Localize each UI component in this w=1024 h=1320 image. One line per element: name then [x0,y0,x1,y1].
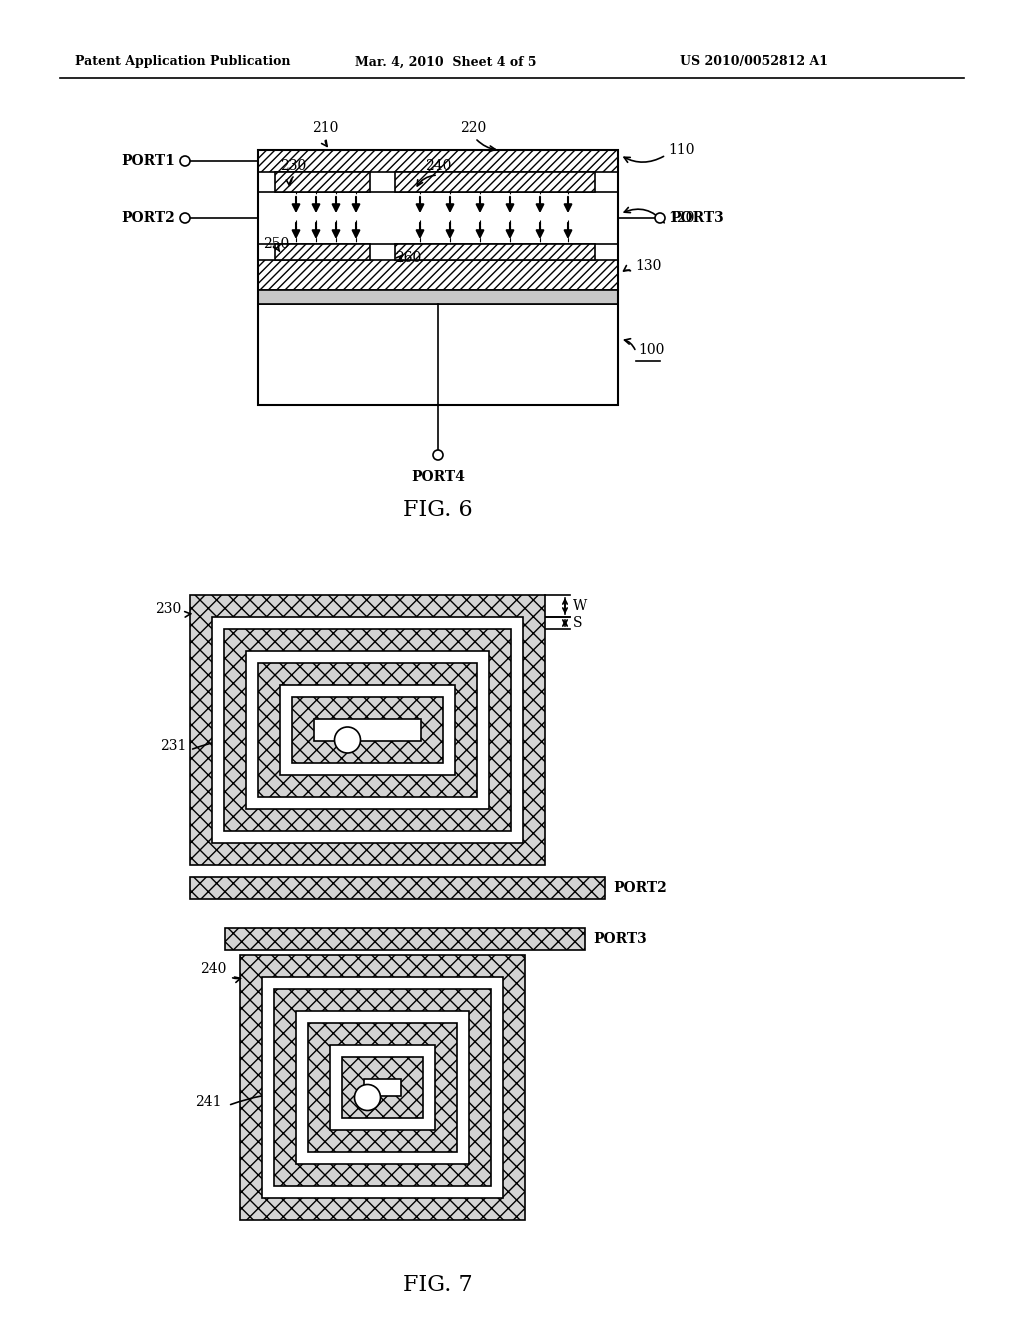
Text: 130: 130 [635,259,662,273]
Text: 110: 110 [668,143,694,157]
Bar [190,595,545,865]
Bar [240,954,525,1220]
Bar [292,697,443,763]
Bar [262,977,503,1199]
Bar [342,1057,423,1118]
Text: 240: 240 [425,158,452,173]
Bar [246,651,489,809]
Text: PORT4: PORT4 [411,470,465,484]
Bar [296,1011,469,1164]
Bar [258,191,618,244]
Text: PORT3: PORT3 [593,932,647,946]
Bar [258,663,477,797]
Text: 230: 230 [280,158,306,173]
Bar [258,290,618,304]
Bar [330,1045,435,1130]
Text: 250: 250 [263,238,289,251]
Bar [275,244,370,260]
Text: 241: 241 [195,1094,221,1109]
Bar [280,685,455,775]
Circle shape [180,156,190,166]
Bar [258,150,618,172]
Bar [258,150,618,405]
Text: 210: 210 [312,121,338,135]
Circle shape [655,213,665,223]
Bar [275,172,370,191]
Text: Patent Application Publication: Patent Application Publication [75,55,291,69]
Bar [395,172,595,191]
Bar [225,928,585,950]
Text: Mar. 4, 2010  Sheet 4 of 5: Mar. 4, 2010 Sheet 4 of 5 [355,55,537,69]
Text: PORT3: PORT3 [670,211,724,224]
Text: FIG. 7: FIG. 7 [403,1274,473,1296]
Text: 100: 100 [638,343,665,356]
Bar [190,876,605,899]
Text: PORT1: PORT1 [121,154,175,168]
Circle shape [354,1085,381,1110]
Text: 120: 120 [668,211,694,224]
Bar [212,616,523,843]
Text: FIG. 6: FIG. 6 [403,499,473,521]
Bar [314,719,421,741]
Text: PORT2: PORT2 [121,211,175,224]
Circle shape [335,727,360,752]
Text: 220: 220 [460,121,486,135]
Text: 231: 231 [160,739,186,752]
Text: US 2010/0052812 A1: US 2010/0052812 A1 [680,55,828,69]
Bar [258,260,618,290]
Text: 240: 240 [200,962,226,975]
Bar [258,304,618,405]
Bar [364,1078,401,1096]
Text: PORT2: PORT2 [613,880,667,895]
Text: 260: 260 [395,251,421,265]
Bar [395,244,595,260]
Circle shape [180,213,190,223]
Text: S: S [573,616,583,630]
Text: W: W [573,599,587,612]
Circle shape [433,450,443,459]
Bar [224,630,511,832]
Text: 230: 230 [155,602,181,616]
Bar [308,1023,457,1152]
Bar [274,989,490,1185]
